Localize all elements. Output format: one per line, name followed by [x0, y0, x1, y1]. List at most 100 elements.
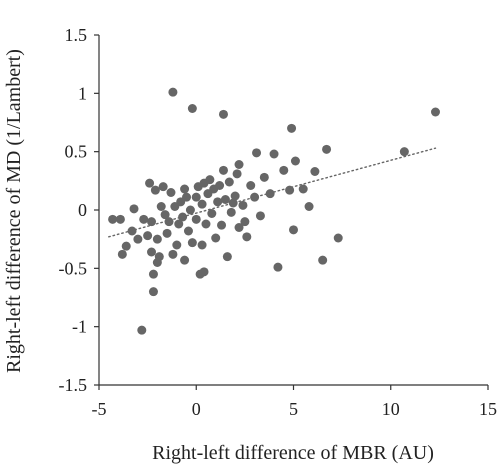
- data-point: [205, 175, 215, 185]
- data-point: [197, 240, 207, 250]
- data-point: [310, 167, 320, 176]
- data-point: [217, 220, 227, 230]
- data-point: [162, 228, 172, 238]
- y-tick-label: 0: [78, 200, 87, 220]
- data-point: [430, 107, 440, 117]
- data-point: [304, 202, 314, 211]
- data-point: [115, 214, 125, 224]
- data-point: [129, 204, 139, 214]
- data-point: [191, 192, 201, 202]
- data-point: [199, 267, 209, 277]
- data-point: [160, 210, 170, 220]
- data-point: [164, 217, 174, 227]
- data-point: [224, 177, 234, 187]
- data-point: [298, 184, 308, 194]
- data-point: [152, 234, 162, 244]
- data-point: [226, 207, 236, 217]
- data-points: [108, 87, 440, 335]
- data-point: [290, 156, 300, 166]
- data-point: [250, 192, 260, 202]
- data-point: [322, 144, 332, 154]
- data-point: [289, 225, 298, 235]
- tick-labels: -1.5 -1 -0.5 0 0.5 1 1.5 -5 0 5 10 15: [59, 25, 498, 419]
- data-point: [156, 202, 166, 211]
- data-point: [238, 200, 248, 210]
- data-point: [211, 233, 221, 243]
- data-point: [265, 189, 275, 199]
- data-point: [154, 252, 164, 262]
- data-point: [318, 255, 328, 265]
- data-point: [232, 169, 242, 179]
- x-tick-label: 5: [289, 399, 298, 419]
- x-axis-label: Right-left difference of MBR (AU): [152, 442, 434, 464]
- data-point: [185, 205, 195, 215]
- y-tick-label: 0.5: [65, 142, 88, 162]
- data-point: [168, 249, 178, 259]
- x-tick-label: 0: [192, 399, 201, 419]
- data-point: [150, 185, 160, 195]
- data-point: [252, 148, 262, 158]
- data-point: [285, 185, 295, 195]
- data-point: [240, 217, 250, 227]
- data-point: [273, 262, 283, 272]
- x-tick-label: 10: [382, 399, 400, 419]
- data-point: [234, 223, 244, 232]
- data-point: [133, 234, 143, 244]
- data-point: [168, 87, 178, 97]
- data-point: [143, 231, 153, 241]
- data-point: [255, 211, 265, 221]
- data-point: [201, 219, 211, 229]
- y-tick-label: 1.5: [65, 25, 88, 45]
- data-point: [158, 182, 168, 192]
- data-point: [108, 214, 118, 224]
- data-point: [145, 178, 155, 188]
- data-point: [269, 149, 279, 159]
- data-point: [174, 219, 184, 229]
- x-tick-label: 15: [479, 399, 497, 419]
- y-tick-label: -1.5: [59, 375, 88, 395]
- data-point: [180, 184, 190, 194]
- data-point: [246, 181, 256, 190]
- data-point: [218, 109, 228, 119]
- data-point: [207, 209, 217, 218]
- data-point: [197, 199, 207, 209]
- data-point: [399, 147, 409, 157]
- data-point: [172, 240, 182, 250]
- data-point: [230, 191, 240, 201]
- data-point: [117, 249, 127, 259]
- data-point: [213, 197, 223, 207]
- data-point: [187, 238, 197, 248]
- data-point: [180, 255, 190, 265]
- x-tick-label: -5: [92, 399, 107, 419]
- data-point: [166, 188, 176, 197]
- data-point: [333, 233, 343, 243]
- data-point: [287, 123, 297, 133]
- data-point: [127, 226, 137, 236]
- data-point: [148, 269, 158, 279]
- axes: [94, 34, 489, 390]
- data-point: [148, 287, 158, 297]
- data-point: [147, 247, 157, 257]
- y-tick-label: -0.5: [59, 258, 88, 278]
- data-point: [178, 212, 188, 222]
- y-tick-label: -1: [72, 317, 87, 337]
- data-point: [234, 160, 244, 169]
- data-point: [259, 172, 269, 182]
- data-point: [279, 165, 289, 175]
- data-point: [228, 198, 238, 208]
- data-point: [220, 195, 230, 204]
- data-point: [187, 104, 197, 113]
- y-tick-label: 1: [78, 83, 87, 103]
- data-point: [242, 232, 252, 242]
- data-point: [182, 192, 192, 202]
- data-point: [121, 241, 131, 251]
- y-axis-label: Right-left difference of MD (1/Lambert): [3, 49, 25, 373]
- data-point: [222, 252, 232, 262]
- data-point: [139, 214, 149, 224]
- data-point: [147, 217, 157, 227]
- data-point: [218, 165, 228, 175]
- data-point: [191, 214, 201, 224]
- data-point: [183, 226, 193, 236]
- data-point: [215, 181, 225, 190]
